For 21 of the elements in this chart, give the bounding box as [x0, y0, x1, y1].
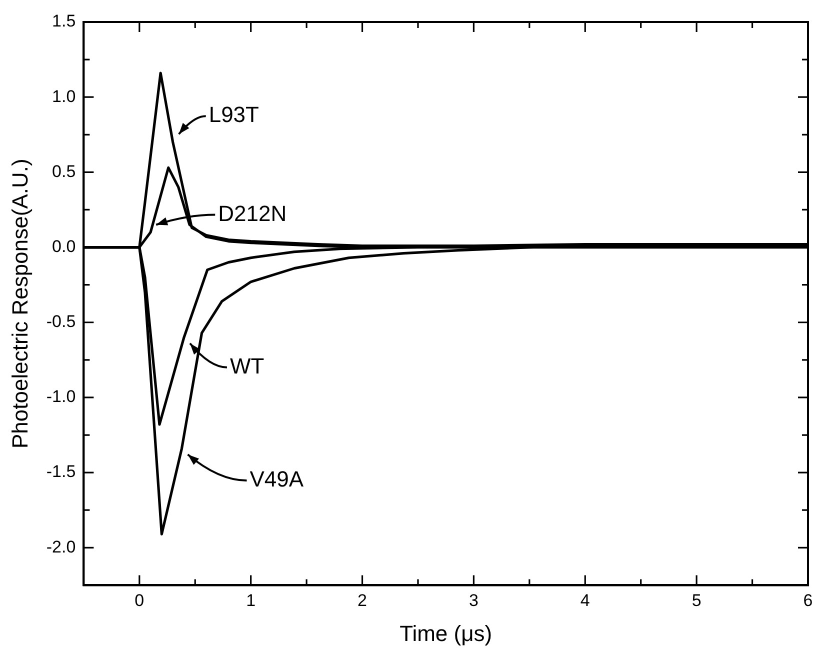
annotation: L93T — [208, 102, 259, 128]
annotation: V49A — [250, 466, 304, 492]
y-tick-label: 1.5 — [52, 12, 76, 31]
y-tick-label: -1.5 — [46, 462, 76, 482]
y-tick-label: -1.0 — [46, 387, 76, 406]
x-tick-label: 1 — [246, 591, 256, 610]
x-axis-title: Time (μs) — [400, 620, 492, 646]
y-tick-label: -2.0 — [46, 537, 76, 556]
y-axis-title: Photoelectric Response(A.U.) — [7, 158, 32, 448]
x-tick-label: 5 — [692, 591, 702, 610]
x-tick-label: 3 — [468, 591, 478, 610]
x-tick-label: 2 — [358, 591, 368, 610]
y-tick-label: -0.5 — [46, 312, 76, 332]
x-tick-label: 0 — [134, 591, 144, 610]
x-tick-label: 6 — [803, 591, 813, 610]
y-tick-label: 0.0 — [52, 236, 76, 256]
y-tick-label: 0.5 — [52, 162, 76, 181]
annotation: WT — [230, 353, 264, 378]
annotation: D212N — [218, 200, 287, 226]
x-tick-label: 4 — [580, 591, 590, 610]
y-tick-label: 1.0 — [52, 86, 76, 106]
